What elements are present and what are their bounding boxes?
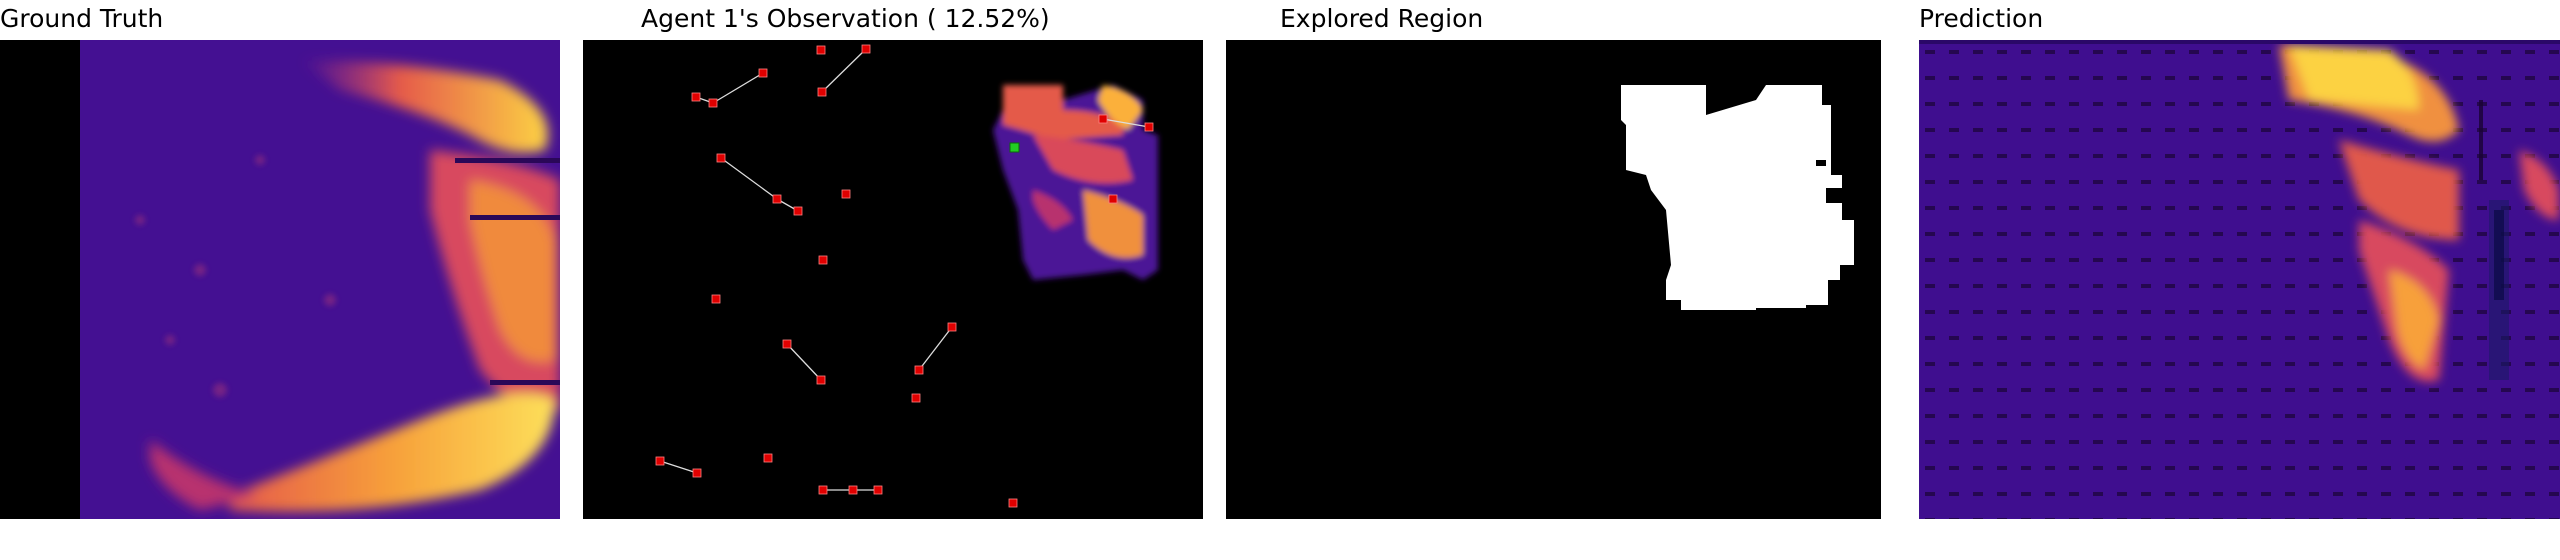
- agent-marker: [914, 365, 924, 375]
- agent-marker: [772, 194, 782, 204]
- prediction-title: Prediction: [1919, 4, 2044, 33]
- prediction-panel: [1919, 40, 2560, 519]
- agent-marker: [947, 322, 957, 332]
- agent-marker: [793, 206, 803, 216]
- comm-link: [821, 48, 867, 93]
- agent-marker: [691, 92, 701, 102]
- observation-map: [583, 40, 1203, 519]
- agent-marker: [708, 98, 718, 108]
- agent-marker: [911, 393, 921, 403]
- agent-marker: [817, 87, 827, 97]
- agent-marker: [655, 456, 665, 466]
- agent-marker: [818, 485, 828, 495]
- agent-marker: [711, 294, 721, 304]
- comm-link: [786, 343, 822, 381]
- explored-region-panel: [1226, 40, 1881, 519]
- agent-marker: [1098, 114, 1108, 124]
- comm-link: [1102, 118, 1150, 128]
- agent-marker: [861, 44, 871, 54]
- prediction-heatmap: [1919, 40, 2560, 519]
- ground-truth-title: Ground Truth: [0, 4, 164, 33]
- ground-truth-panel: [0, 40, 560, 519]
- agent-marker: [816, 45, 826, 55]
- agent-marker: [841, 189, 851, 199]
- agent-marker: [692, 468, 702, 478]
- agent-markers: [655, 44, 1154, 508]
- explored-region-mask: [1226, 40, 1881, 519]
- agent-marker: [1144, 122, 1154, 132]
- agent-marker: [782, 339, 792, 349]
- agent-marker: [1008, 498, 1018, 508]
- agent-marker: [763, 453, 773, 463]
- observation-panel: [583, 40, 1203, 519]
- comm-link: [720, 157, 778, 200]
- agent-marker: [848, 485, 858, 495]
- agent-marker: [816, 375, 826, 385]
- observed-patch: [993, 85, 1158, 280]
- comm-link: [918, 326, 953, 371]
- agent-marker: [716, 153, 726, 163]
- agent-marker: [1108, 194, 1118, 204]
- explored-area: [1621, 85, 1854, 310]
- comm-link: [659, 460, 698, 474]
- agent-marker: [758, 68, 768, 78]
- comm-link: [712, 72, 764, 104]
- agent-marker: [873, 485, 883, 495]
- ground-truth-heatmap: [0, 40, 560, 519]
- current-agent-marker: [1009, 142, 1020, 153]
- observation-title: Agent 1's Observation ( 12.52%): [641, 4, 1050, 33]
- agent-marker: [818, 255, 828, 265]
- explored-region-title: Explored Region: [1280, 4, 1484, 33]
